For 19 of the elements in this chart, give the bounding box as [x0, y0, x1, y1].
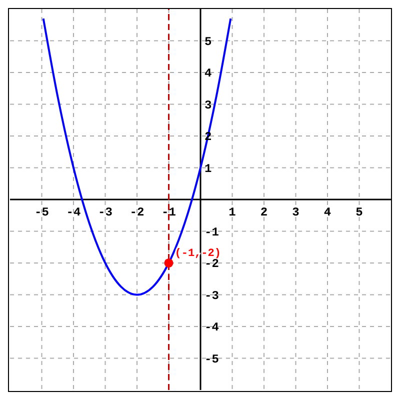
x-tick-label: 3	[292, 206, 300, 220]
y-tick-label: -5	[204, 352, 219, 366]
x-tick-label: -4	[66, 206, 81, 220]
y-tick-label: 5	[204, 34, 212, 49]
x-tick-label: -5	[34, 206, 49, 220]
x-tick-label: -3	[98, 206, 112, 220]
y-tick-label: -4	[204, 320, 219, 334]
x-tick-label: -1	[162, 206, 176, 220]
y-tick-label: 4	[204, 66, 212, 80]
x-tick-label: 4	[324, 206, 332, 220]
y-tick-label: -2	[204, 257, 219, 271]
x-tick-label: 1	[228, 206, 236, 220]
y-tick-label: 1	[204, 162, 212, 176]
y-tick-label: 3	[204, 98, 212, 112]
x-tick-label: 5	[356, 206, 363, 220]
y-tick-label: -1	[204, 225, 219, 240]
x-tick-label: -2	[130, 206, 144, 220]
x-tick-label: 2	[260, 206, 268, 220]
y-tick-label: -3	[204, 288, 219, 303]
